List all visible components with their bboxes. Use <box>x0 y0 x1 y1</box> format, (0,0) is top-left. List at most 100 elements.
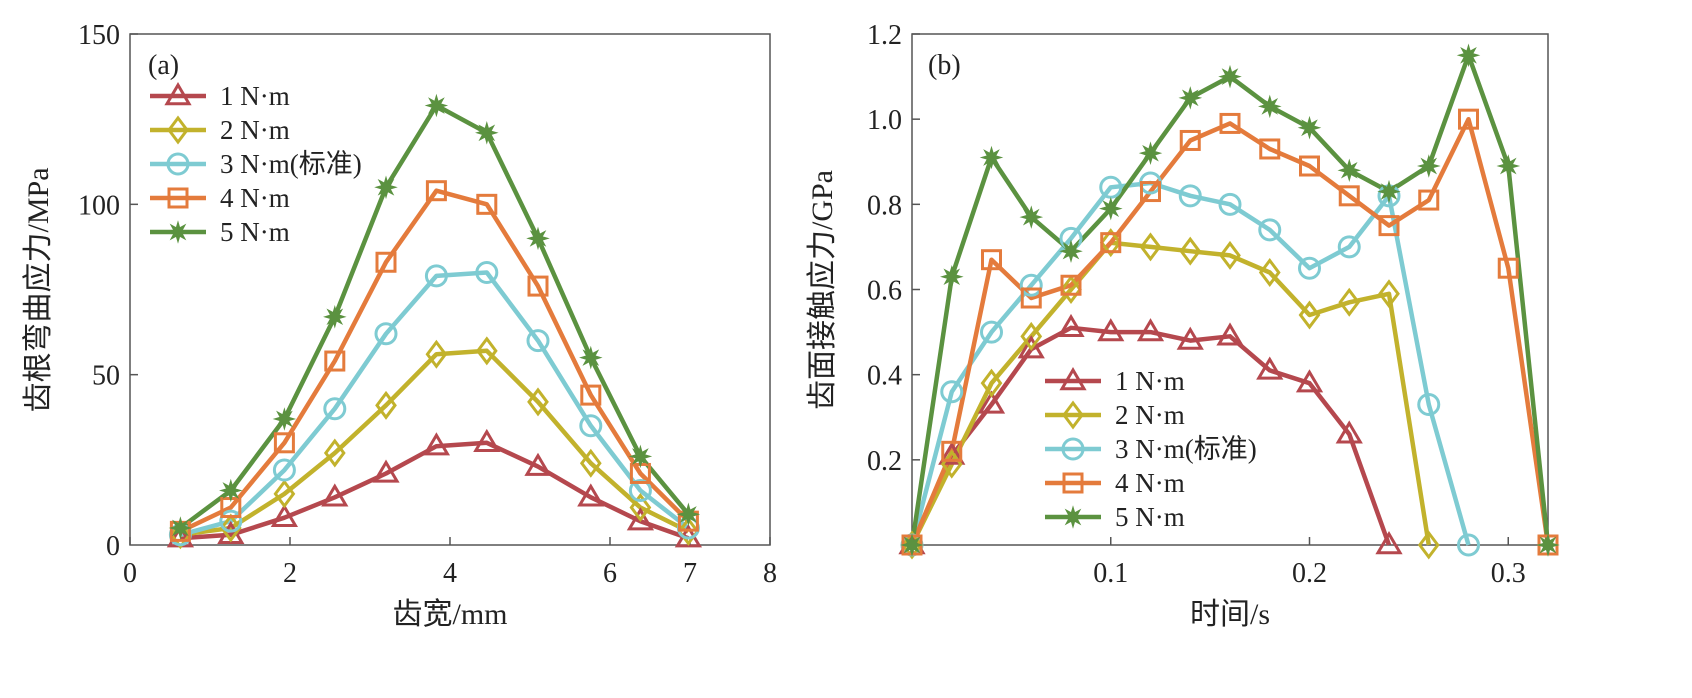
data-point-b-3-11 <box>1338 185 1360 207</box>
data-point-b-4-13 <box>1417 154 1441 178</box>
legend-label-b-0: 1 N·m <box>1115 366 1185 396</box>
data-point-a-1-4 <box>375 390 397 420</box>
y-tick-label-b-0: 0.2 <box>867 446 902 477</box>
data-point-b-3-10 <box>1299 155 1320 177</box>
series-markers-a <box>166 93 703 550</box>
data-point-a-1-10 <box>677 516 700 546</box>
data-point-a-0-8 <box>577 483 605 507</box>
data-point-a-2-9 <box>628 478 652 502</box>
legend-marker-b-3 <box>1062 472 1084 494</box>
x-tick-label-b-2: 0.3 <box>1491 558 1526 589</box>
data-point-b-4-5 <box>1099 196 1123 221</box>
data-point-b-4-15 <box>1496 154 1521 178</box>
x-tick-label-a-1: 2 <box>283 558 297 589</box>
data-point-b-4-11 <box>1337 158 1362 183</box>
data-point-a-0-4 <box>372 459 400 483</box>
data-point-a-1-6 <box>475 336 498 366</box>
data-point-a-4-8 <box>579 345 603 370</box>
data-point-b-0-6 <box>1136 318 1165 342</box>
plot-frame-b <box>911 33 1549 546</box>
origin-y-label-a: 0 <box>106 531 120 562</box>
data-point-a-3-5 <box>425 180 447 202</box>
data-point-b-2-8 <box>1218 192 1242 216</box>
data-point-b-0-12 <box>1375 531 1403 555</box>
data-point-a-0-5 <box>422 432 451 456</box>
data-point-b-3-3 <box>1020 287 1042 309</box>
data-point-b-4-6 <box>1138 141 1163 165</box>
x-axis-label-a: 齿宽/mm <box>392 598 507 631</box>
chart-panel-a: 0 2 4 6 7 8 50 100 150 0 1 N·m 2 N·m 3 N·m(标准) 4 N·m… <box>22 20 777 631</box>
data-point-b-1-13 <box>1417 530 1440 560</box>
y-axis-label-b: 齿面接触应力/GPa <box>806 170 839 410</box>
data-point-a-4-0 <box>168 516 193 540</box>
series-line-b-4 <box>909 53 1551 546</box>
y-tick-label-b-2: 0.6 <box>867 276 902 307</box>
x-tick-label-a-0: 0 <box>123 558 137 589</box>
data-point-b-3-2 <box>981 249 1002 271</box>
data-point-b-1-6 <box>1139 232 1162 262</box>
data-point-b-0-7 <box>1176 326 1204 350</box>
data-point-b-3-12 <box>1378 215 1400 237</box>
data-point-a-1-1 <box>219 513 242 543</box>
data-point-b-1-4 <box>1060 275 1082 304</box>
data-point-b-3-9 <box>1259 138 1281 160</box>
data-point-b-1-9 <box>1258 257 1281 287</box>
data-point-a-2-7 <box>526 329 550 353</box>
x-tick-label-a-4: 7 <box>683 558 697 589</box>
data-point-b-4-4 <box>1059 239 1083 264</box>
legend-label-a-0: 1 N·m <box>220 81 290 111</box>
legend-b: 1 N·m 2 N·m 3 N·m(标准) 4 N·m 5 N·m <box>1045 366 1257 532</box>
data-point-a-3-4 <box>375 251 397 273</box>
data-point-b-2-9 <box>1258 218 1282 242</box>
data-point-b-0-2 <box>977 390 1006 414</box>
series-markers-b <box>898 43 1560 560</box>
legend-label-a-1: 2 N·m <box>220 115 290 145</box>
data-point-b-1-5 <box>1099 228 1122 258</box>
data-point-a-1-7 <box>527 387 549 417</box>
data-point-a-3-2 <box>273 432 295 454</box>
y-axis-label-a: 齿根弯曲应力/MPa <box>22 167 55 412</box>
data-point-a-2-1 <box>219 509 243 533</box>
data-point-a-0-9 <box>626 507 655 531</box>
data-point-b-0-8 <box>1216 322 1244 346</box>
y-tick-label-b-1: 0.4 <box>867 361 902 392</box>
data-point-b-4-8 <box>1218 64 1242 89</box>
data-point-b-3-1 <box>941 440 963 462</box>
series-line-b-2 <box>909 180 1471 546</box>
x-tick-label-a-5: 8 <box>763 558 777 589</box>
x-tick-label-a-2: 4 <box>443 558 457 589</box>
data-point-b-3-4 <box>1060 274 1082 296</box>
series-line-a-2 <box>179 270 690 537</box>
y-tick-label-a-0: 50 <box>92 361 120 392</box>
legend-label-b-2: 3 N·m(标准) <box>1115 434 1257 464</box>
data-point-a-2-6 <box>475 260 499 284</box>
data-point-b-3-15 <box>1497 257 1519 279</box>
data-point-b-4-9 <box>1258 94 1282 119</box>
data-point-a-2-5 <box>424 264 448 288</box>
data-point-b-3-14 <box>1458 108 1479 130</box>
data-point-b-1-11 <box>1338 287 1361 317</box>
data-point-b-0-11 <box>1335 420 1363 444</box>
data-point-a-4-9 <box>628 444 653 469</box>
data-point-b-1-7 <box>1179 236 1202 266</box>
data-point-b-0-3 <box>1017 335 1045 359</box>
data-point-a-1-2 <box>273 479 296 509</box>
data-point-b-0-1 <box>938 441 966 465</box>
legend-label-b-4: 5 N·m <box>1115 502 1185 532</box>
data-point-b-2-2 <box>980 320 1003 344</box>
legend-marker-a-1 <box>167 115 189 145</box>
data-point-a-2-2 <box>272 458 296 482</box>
series-line-a-3 <box>179 188 690 534</box>
data-point-b-4-12 <box>1377 179 1401 204</box>
data-point-b-3-5 <box>1100 232 1122 254</box>
y-tick-label-b-4: 1.0 <box>867 105 902 136</box>
data-point-a-2-8 <box>579 414 603 438</box>
legend-marker-a-2 <box>166 152 190 176</box>
data-point-b-4-2 <box>979 145 1004 170</box>
data-point-a-4-5 <box>424 93 449 118</box>
y-tick-label-a-2: 150 <box>78 20 120 51</box>
data-point-b-1-8 <box>1219 240 1241 270</box>
data-point-a-3-3 <box>324 350 346 372</box>
data-point-b-3-13 <box>1418 189 1440 211</box>
